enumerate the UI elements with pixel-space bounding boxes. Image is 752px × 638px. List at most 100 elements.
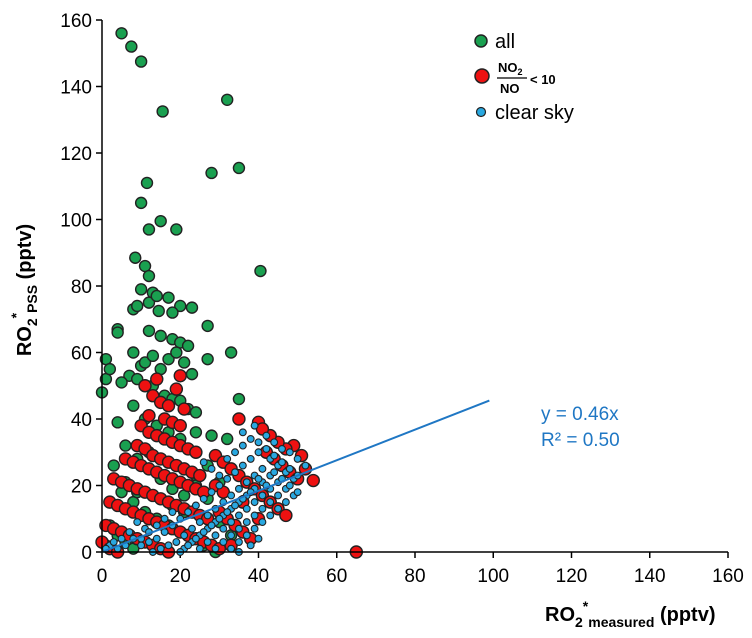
point-clear-sky (238, 441, 247, 450)
legend-marker-ratio (474, 68, 490, 84)
series-clear-sky (101, 421, 310, 556)
point-clear-sky (281, 498, 290, 507)
point-all (185, 367, 199, 381)
point-clear-sky (160, 528, 169, 536)
point-all (142, 296, 156, 309)
point-clear-sky (266, 511, 275, 520)
legend-marker-all (474, 34, 488, 48)
point-clear-sky (274, 504, 283, 513)
point-clear-sky (285, 464, 294, 473)
point-all (138, 356, 152, 369)
point-ratio (193, 468, 207, 483)
point-clear-sky (211, 531, 220, 540)
y-tick-label: 100 (60, 211, 92, 232)
point-clear-sky (227, 544, 236, 553)
point-ratio (142, 408, 156, 423)
x-axis-title: RO2*measured (pptv) (545, 598, 716, 630)
point-clear-sky (199, 458, 208, 467)
point-all (162, 352, 175, 366)
point-clear-sky (274, 491, 283, 500)
point-all (201, 352, 214, 366)
point-clear-sky (258, 464, 267, 473)
point-clear-sky (278, 458, 286, 467)
x-tick-label: 140 (634, 566, 666, 587)
point-clear-sky (254, 448, 263, 457)
x-tick-label: 0 (97, 566, 108, 587)
point-all (185, 301, 199, 314)
y-tick-label: 60 (71, 344, 92, 365)
point-ratio (173, 369, 187, 383)
point-clear-sky (231, 501, 239, 510)
point-clear-sky (215, 471, 224, 480)
point-clear-sky (238, 428, 247, 437)
point-clear-sky (246, 541, 255, 550)
point-clear-sky (137, 541, 146, 550)
point-ratio (173, 418, 187, 433)
point-all (205, 166, 218, 180)
point-clear-sky (285, 448, 294, 457)
point-all (189, 406, 203, 419)
y-tick-label: 120 (60, 144, 92, 165)
point-clear-sky (293, 488, 302, 497)
point-clear-sky (207, 488, 216, 497)
point-all (154, 329, 167, 343)
point-all (220, 93, 234, 107)
point-clear-sky (223, 508, 232, 517)
point-clear-sky (250, 421, 259, 430)
point-ratio (279, 508, 293, 523)
point-all (129, 251, 142, 264)
point-clear-sky (250, 511, 259, 520)
point-clear-sky (203, 538, 212, 546)
x-tick-label: 20 (170, 566, 191, 587)
point-ratio (306, 473, 320, 488)
point-clear-sky (262, 431, 271, 440)
point-clear-sky (293, 454, 302, 463)
x-tick-label: 60 (326, 566, 347, 587)
point-clear-sky (254, 474, 263, 483)
point-clear-sky (270, 451, 279, 460)
point-all (170, 223, 183, 236)
fit-line (101, 399, 490, 553)
point-ratio (161, 399, 176, 413)
point-clear-sky (199, 494, 208, 503)
x-tick-label: 120 (556, 566, 588, 587)
legend-ratio-tail: < 10 (530, 72, 556, 87)
point-ratio (169, 382, 184, 396)
point-clear-sky (152, 521, 161, 530)
point-all (232, 161, 246, 175)
point-clear-sky (258, 504, 267, 513)
point-clear-sky (156, 544, 165, 553)
point-all (111, 326, 124, 339)
point-clear-sky (258, 491, 267, 500)
point-all (205, 429, 218, 442)
point-clear-sky (219, 538, 228, 546)
point-clear-sky (285, 481, 294, 490)
point-clear-sky (160, 514, 169, 523)
y-tick-label: 40 (71, 410, 92, 431)
point-clear-sky (246, 454, 255, 463)
point-all (162, 291, 175, 304)
point-clear-sky (250, 524, 259, 533)
point-clear-sky (195, 544, 204, 553)
point-clear-sky (207, 464, 216, 473)
point-clear-sky (164, 541, 173, 550)
point-clear-sky (234, 484, 243, 493)
x-axis-ticks: 0 20 40 60 80 100 120 140 160 (97, 552, 744, 587)
y-tick-label: 0 (81, 543, 92, 564)
point-clear-sky (191, 534, 200, 543)
point-all (152, 304, 165, 318)
legend-ratio-numerator: NO2 (498, 60, 523, 77)
point-ratio (232, 412, 246, 426)
point-all (154, 214, 167, 228)
fit-equation: y = 0.46x (541, 404, 619, 425)
point-ratio (138, 379, 152, 393)
point-all (134, 196, 148, 210)
point-all (177, 356, 191, 369)
point-clear-sky (184, 541, 193, 550)
point-ratio (189, 445, 203, 459)
point-clear-sky (231, 448, 239, 457)
point-all (107, 459, 120, 472)
point-clear-sky (215, 481, 224, 490)
point-clear-sky (145, 538, 153, 546)
